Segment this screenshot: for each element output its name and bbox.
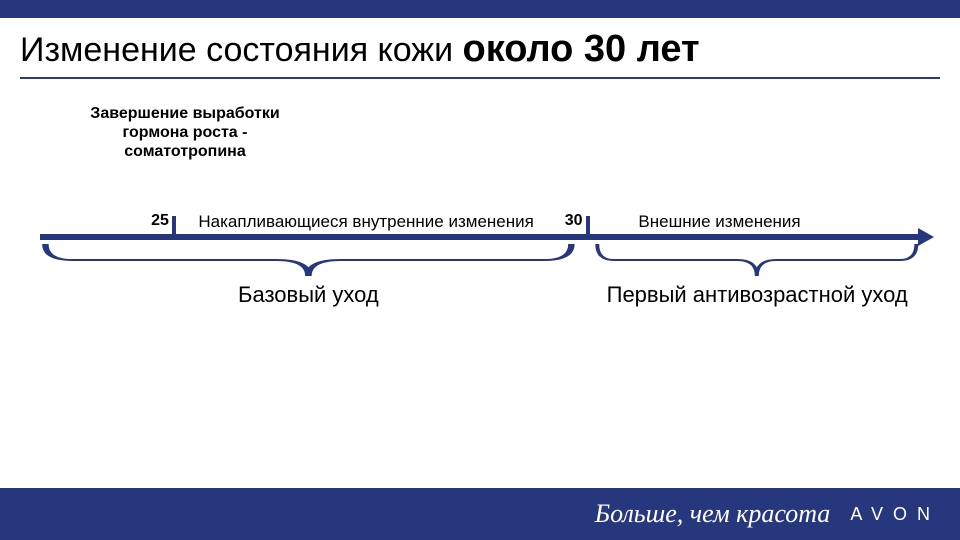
bracket bbox=[40, 244, 577, 276]
segment-label-top: Внешние изменения bbox=[638, 212, 902, 232]
title-bold: около 30 лет bbox=[463, 28, 700, 70]
annotation-text: Завершение выработки гормона роста - сом… bbox=[85, 104, 285, 162]
content-area: Завершение выработки гормона роста - сом… bbox=[0, 79, 960, 419]
title-block: Изменение состояния кожи около 30 лет bbox=[0, 18, 960, 79]
timeline-axis bbox=[40, 234, 920, 240]
arrow-icon bbox=[918, 228, 934, 246]
footer-tagline: Больше, чем красота bbox=[595, 499, 831, 529]
segment-label-top: Накапливающиеся внутренние изменения bbox=[198, 212, 585, 232]
timeline: 2530 Накапливающиеся внутренние изменени… bbox=[40, 234, 920, 240]
top-bar bbox=[0, 0, 960, 18]
segment-label-bottom: Базовый уход bbox=[40, 282, 577, 308]
bracket bbox=[594, 244, 920, 276]
timeline-tick bbox=[172, 216, 176, 234]
segment-label-bottom: Первый антивозрастной уход bbox=[594, 282, 920, 308]
tick-label: 25 bbox=[151, 212, 169, 230]
page-title: Изменение состояния кожи около 30 лет bbox=[20, 28, 940, 71]
title-regular: Изменение состояния кожи bbox=[20, 31, 463, 69]
timeline-tick bbox=[586, 216, 590, 234]
footer-logo: AVON bbox=[850, 504, 940, 525]
footer-bar: Больше, чем красота AVON bbox=[0, 488, 960, 540]
